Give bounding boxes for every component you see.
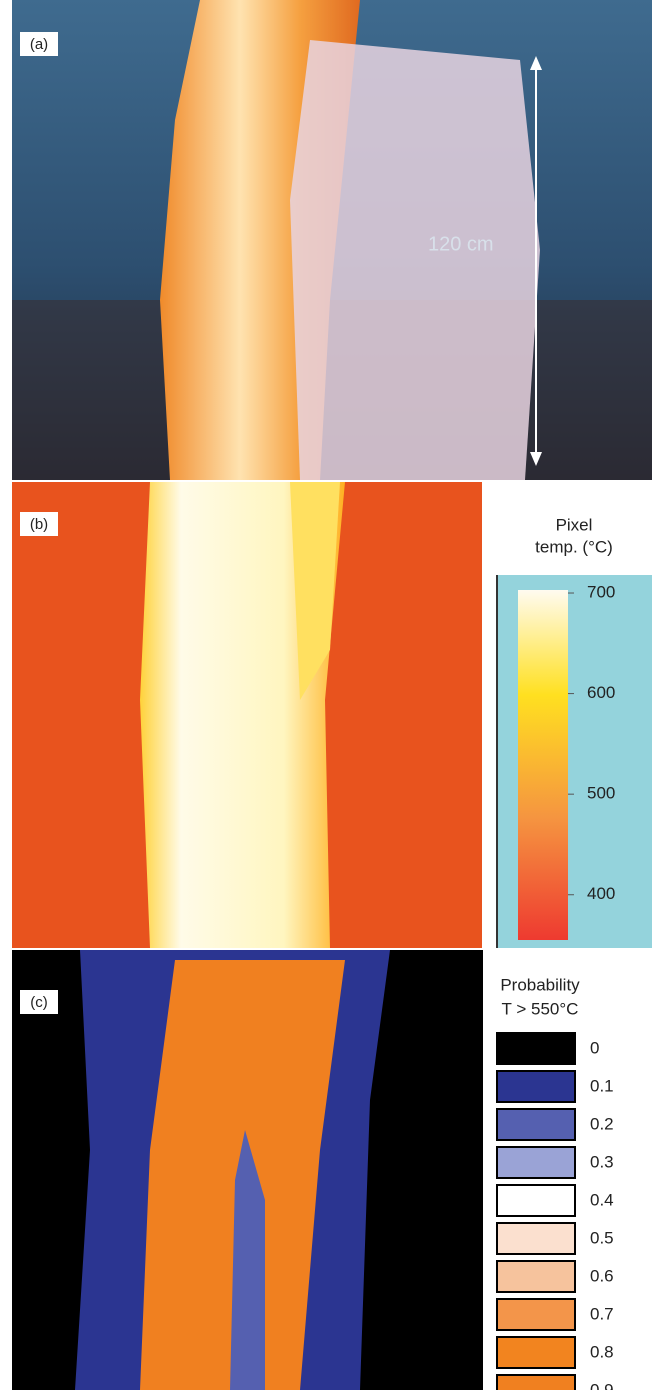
legend-label: 0.3	[590, 1152, 614, 1171]
annotation: 120 cm	[428, 233, 494, 255]
smoke-strips	[290, 40, 540, 480]
legend-label: 0.6	[590, 1266, 614, 1285]
legend-swatch	[497, 1147, 575, 1178]
colorbar-title: temp. (°C)	[535, 537, 613, 556]
legend-label: 0.4	[590, 1190, 614, 1209]
colorbar-tick-label: 700	[587, 583, 615, 602]
legend-swatch	[497, 1299, 575, 1330]
panel-label: (b)	[30, 516, 48, 533]
legend-title: Probability	[500, 975, 580, 994]
colorbar-tick-label: 600	[587, 683, 615, 702]
legend-swatch	[497, 1223, 575, 1254]
legend-swatch	[497, 1185, 575, 1216]
legend-swatch	[497, 1109, 575, 1140]
legend-label: 0.8	[590, 1342, 614, 1361]
colorbar-title: Pixel	[556, 515, 593, 534]
colorbar-tick-label: 400	[587, 884, 615, 903]
figure: 120 cm (a) (b) Pixel temp. (°C) (c) Prob…	[0, 0, 652, 1390]
legend-swatch	[497, 1375, 575, 1390]
legend-title: T > 550°C	[502, 999, 579, 1018]
legend-swatch	[497, 1337, 575, 1368]
legend-label: 0.9	[590, 1380, 614, 1390]
legend-label: 0.7	[590, 1304, 614, 1323]
legend-label: 0.1	[590, 1076, 614, 1095]
legend-swatch	[497, 1261, 575, 1292]
panel-label: (c)	[30, 994, 48, 1011]
colorbar-tick-label: 500	[587, 784, 615, 803]
legend-swatch	[497, 1071, 575, 1102]
legend-label: 0.2	[590, 1114, 614, 1133]
legend-label: 0.5	[590, 1228, 614, 1247]
colorbar	[518, 590, 568, 940]
panel-label: (a)	[30, 36, 48, 53]
legend-label: 0	[590, 1038, 599, 1057]
legend-swatch	[497, 1033, 575, 1064]
